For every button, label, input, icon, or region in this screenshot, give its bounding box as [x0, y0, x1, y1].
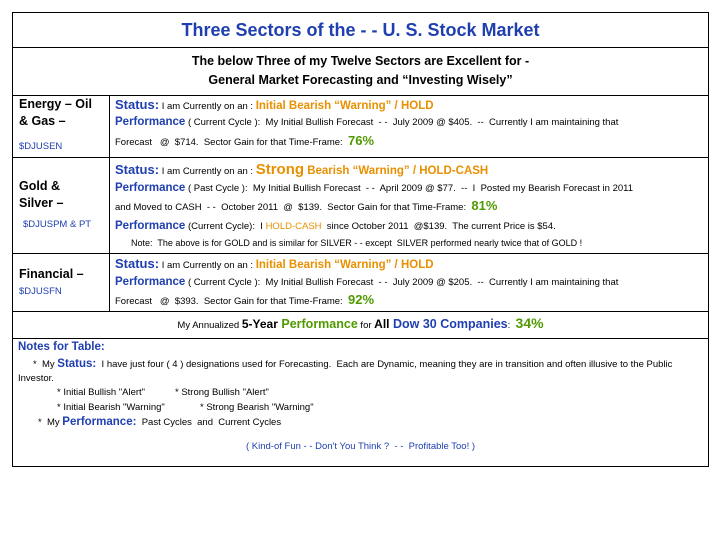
intro-line: General Market Forecasting and “Investin… — [208, 73, 513, 87]
status: Bearish “Warning” / HOLD-CASH — [304, 165, 489, 177]
performance-line: Performance (Current Cycle): I HOLD-CASH… — [115, 220, 556, 232]
performance-line: Performance ( Current Cycle ): My Initia… — [115, 276, 618, 288]
text: since October 2011 @$139. The current Pr… — [321, 221, 556, 232]
gain: 81% — [471, 198, 498, 213]
text: Past Cycles and Current Cycles — [136, 417, 282, 428]
text: Dow 30 Companies — [389, 317, 508, 331]
gain: 92% — [347, 292, 375, 307]
text: ( Current Cycle ): My Initial Bullish Fo… — [185, 117, 619, 128]
label: Performance — [115, 116, 186, 128]
label: Status: — [115, 97, 160, 112]
row-divider — [12, 338, 708, 339]
text: Forecast @ $714. Sector Gain for that Ti… — [115, 137, 348, 148]
text: for — [357, 320, 375, 331]
text: ( Current Cycle ): My Initial Bullish Fo… — [185, 277, 619, 288]
title: Three Sectors of the - - U. S. Stock Mar… — [181, 20, 540, 40]
ticker: $DJUSPM & PT — [23, 219, 92, 230]
row-divider — [12, 253, 708, 254]
text: All — [374, 317, 390, 331]
text: Performance — [277, 317, 358, 331]
text: ( Past Cycle ): My Initial Bullish Forec… — [185, 183, 633, 194]
status: Initial Bearish “Warning” / HOLD — [255, 100, 434, 112]
performance-line: Performance ( Current Cycle ): My Initia… — [115, 116, 618, 128]
text: 5-Year — [241, 317, 278, 331]
notes-performance: * My Performance: Past Cycles and Curren… — [38, 416, 281, 428]
status-line: Status: I am Currently on an : Strong Be… — [115, 161, 488, 178]
row-divider — [12, 95, 708, 96]
text: I am Currently on an : — [159, 260, 256, 271]
label: Performance — [115, 182, 186, 194]
label: Status: — [57, 358, 97, 370]
text: I am Currently on an : — [159, 166, 256, 177]
intro-line: The below Three of my Twelve Sectors are… — [191, 54, 530, 68]
column-divider — [109, 95, 110, 311]
sector-name: Silver – — [19, 196, 64, 210]
gain-line: and Moved to CASH - - October 2011 @ $13… — [115, 198, 497, 213]
sector-name: Energy – Oil — [19, 97, 92, 111]
text: (Current Cycle): I — [185, 221, 266, 232]
text: I have just four ( 4 ) designations used… — [18, 359, 676, 384]
gain-line: Forecast @ $393. Sector Gain for that Ti… — [115, 292, 374, 307]
text: Forecast @ $393. Sector Gain for that Ti… — [115, 296, 348, 307]
text: * My — [38, 417, 63, 428]
text: 34% — [515, 315, 544, 331]
gain-line: Forecast @ $714. Sector Gain for that Ti… — [115, 133, 374, 148]
designation: * Initial Bullish "Alert" — [57, 387, 146, 398]
status-line: Status: I am Currently on an : Initial B… — [115, 97, 434, 112]
status: HOLD-CASH — [265, 221, 322, 232]
note: Note: The above is for GOLD and is simil… — [131, 238, 583, 248]
label: Status: — [115, 162, 160, 177]
designation: * Initial Bearish "Warning" — [57, 402, 165, 413]
text: and Moved to CASH - - October 2011 @ $13… — [115, 202, 472, 213]
notes-status: * My Status: I have just four ( 4 ) desi… — [18, 357, 706, 386]
text: : — [507, 320, 516, 331]
notes-title: Notes for Table: — [18, 341, 105, 353]
status-line: Status: I am Currently on an : Initial B… — [115, 256, 434, 271]
ticker: $DJUSFN — [19, 286, 62, 297]
label: Performance — [115, 276, 186, 288]
sector-name: & Gas – — [19, 114, 66, 128]
sector-name: Gold & — [19, 179, 60, 193]
summary: My Annualized 5-Year Performance for All… — [12, 315, 709, 331]
status: Strong — [255, 161, 305, 178]
footer: ( Kind-of Fun - - Don't You Think ? - - … — [245, 441, 476, 452]
gain: 76% — [347, 133, 375, 148]
status: Initial Bearish “Warning” / HOLD — [255, 259, 434, 271]
label: Performance: — [62, 416, 137, 428]
designation: * Strong Bearish "Warning" — [200, 402, 314, 413]
text: * My — [33, 359, 58, 370]
row-divider — [12, 311, 708, 312]
row-divider — [12, 157, 708, 158]
text: I am Currently on an : — [159, 101, 256, 112]
table-frame — [12, 12, 709, 467]
label: Status: — [115, 256, 160, 271]
designation: * Strong Bullish "Alert" — [175, 387, 269, 398]
ticker: $DJUSEN — [19, 141, 63, 152]
row-divider — [12, 47, 708, 48]
text: My Annualized — [177, 320, 242, 331]
performance-line: Performance ( Past Cycle ): My Initial B… — [115, 182, 633, 194]
label: Performance — [115, 220, 186, 232]
sector-name: Financial – — [19, 267, 84, 281]
